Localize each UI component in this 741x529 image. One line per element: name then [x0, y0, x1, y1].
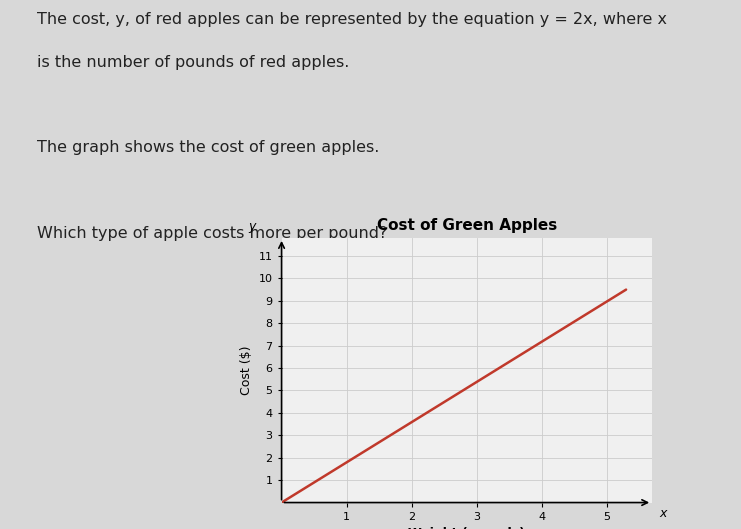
X-axis label: Weight (pounds): Weight (pounds)	[408, 527, 525, 529]
Text: The cost, y, of red apples can be represented by the equation y = 2x, where x: The cost, y, of red apples can be repres…	[37, 12, 667, 27]
Title: Cost of Green Apples: Cost of Green Apples	[376, 218, 557, 233]
Text: y: y	[248, 220, 256, 233]
Text: is the number of pounds of red apples.: is the number of pounds of red apples.	[37, 54, 350, 70]
Text: x: x	[659, 507, 667, 519]
Text: The graph shows the cost of green apples.: The graph shows the cost of green apples…	[37, 140, 379, 156]
Text: Which type of apple costs more per pound?: Which type of apple costs more per pound…	[37, 226, 388, 241]
Y-axis label: Cost ($): Cost ($)	[240, 345, 253, 395]
